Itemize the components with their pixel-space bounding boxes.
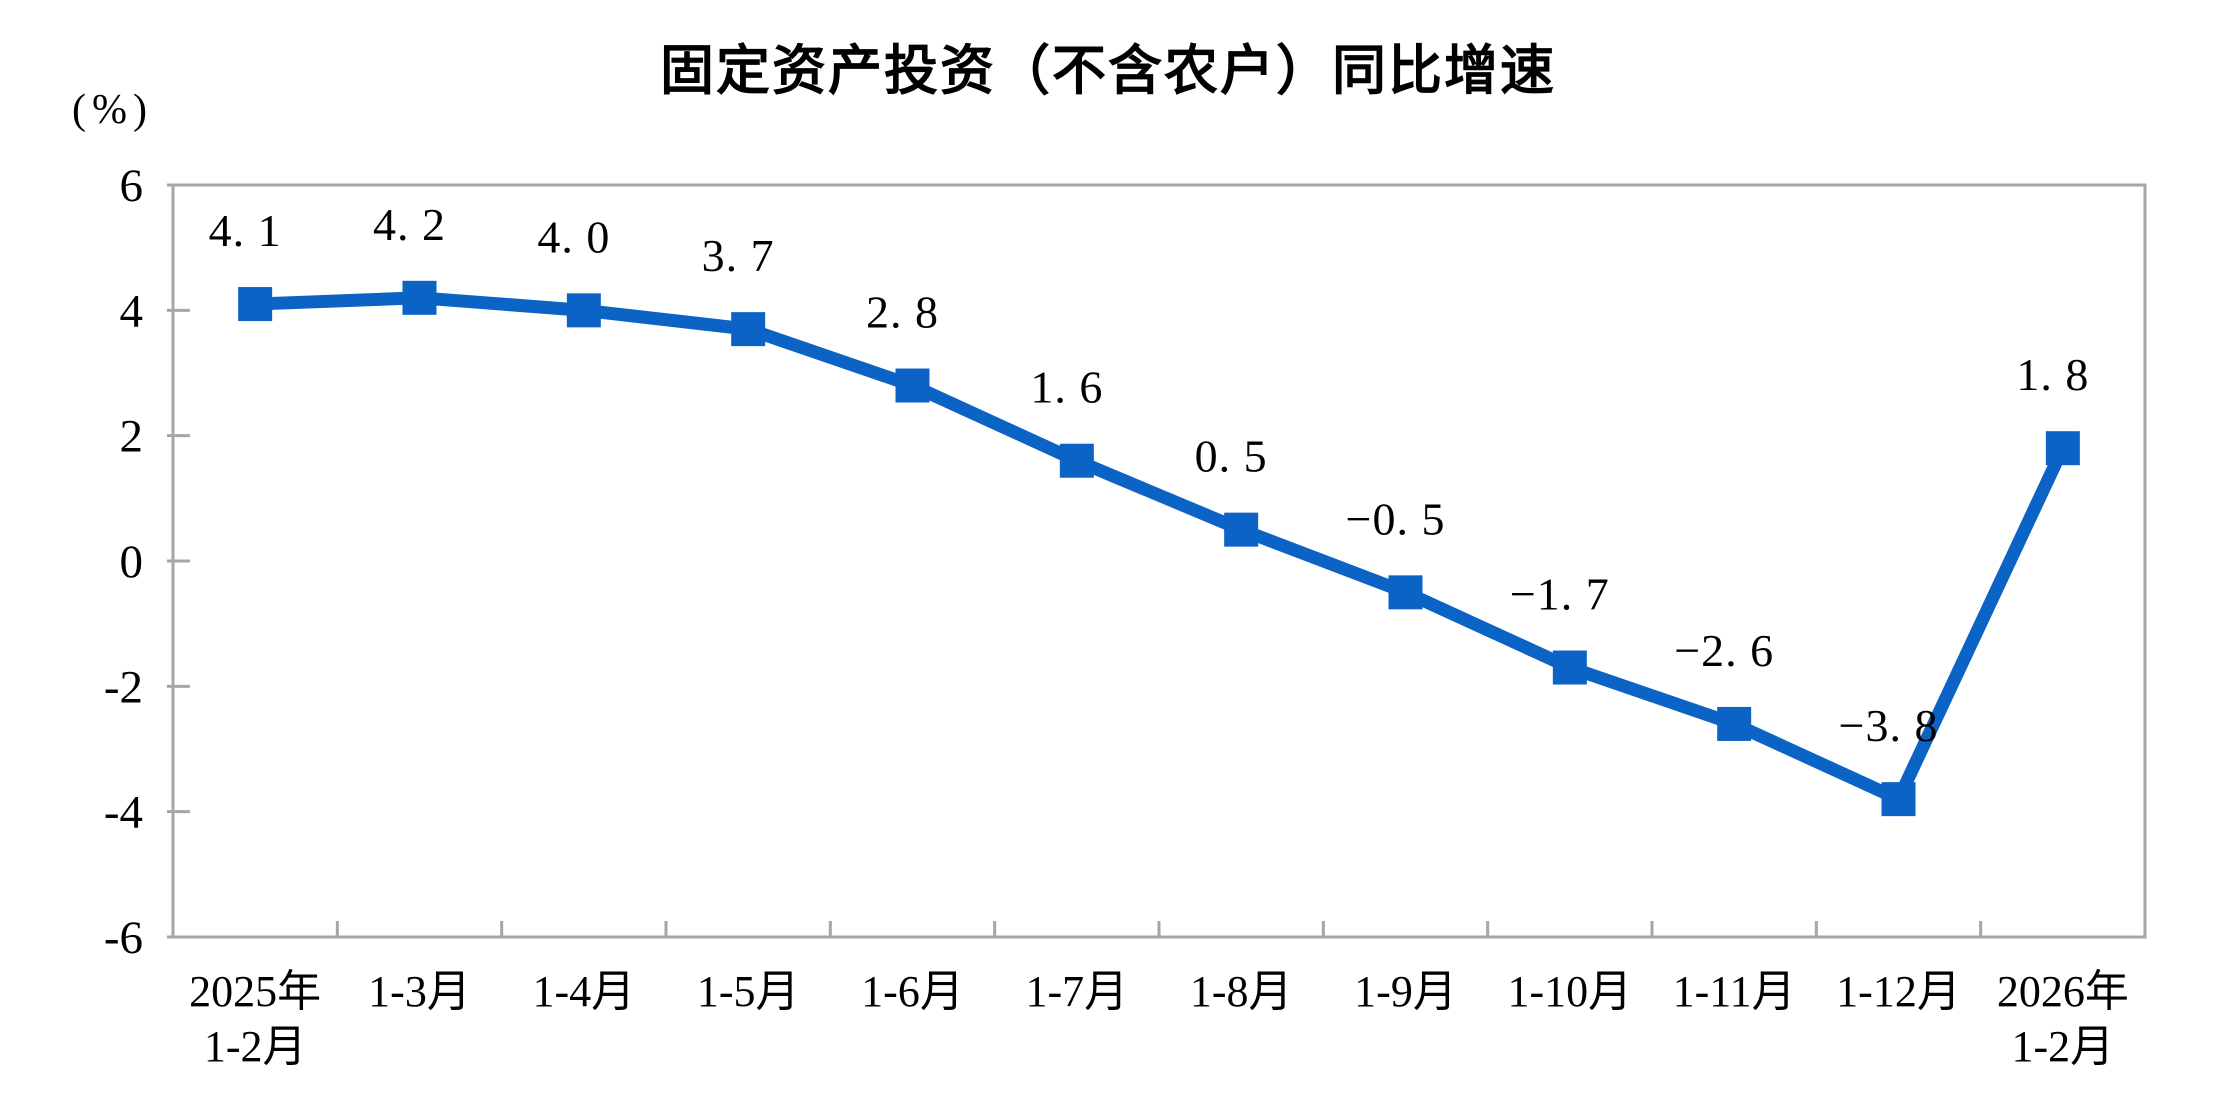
- x-axis-category-label: 1-11月: [1673, 967, 1796, 1016]
- data-point-label: 4. 0: [537, 211, 610, 262]
- y-axis-unit-label: (%): [72, 87, 153, 133]
- data-line: [254, 291, 2069, 806]
- data-point-marker: [1059, 443, 1094, 478]
- chart-title: 固定资产投资（不含农户）同比增速: [660, 41, 1556, 101]
- data-point-label: 4. 1: [209, 205, 282, 256]
- x-axis-category-label: 1-2月: [2012, 1022, 2115, 1071]
- y-axis-tick-label: 4: [120, 285, 144, 337]
- data-point-marker: [1388, 575, 1423, 610]
- x-axis-category-label: 1-5月: [697, 967, 800, 1016]
- y-axis-tick-label: 0: [120, 536, 144, 588]
- data-point-label: 3. 7: [702, 230, 775, 281]
- data-point-marker: [895, 368, 930, 403]
- data-point-marker: [238, 287, 273, 322]
- x-axis-category-label: 1-4月: [533, 967, 636, 1016]
- data-point-label: 0. 5: [1195, 431, 1268, 482]
- x-axis-category-label: 2025年: [189, 967, 321, 1016]
- data-point-marker: [402, 280, 437, 315]
- data-point-label: 4. 2: [373, 199, 446, 250]
- data-point-marker: [731, 312, 766, 347]
- y-axis-tick-label: -4: [104, 787, 143, 839]
- data-point-marker: [2045, 431, 2080, 466]
- x-axis-category-label: 2026年: [1997, 967, 2129, 1016]
- data-point-marker: [1881, 782, 1916, 817]
- data-point-label: −2. 6: [1674, 625, 1774, 676]
- data-point-marker: [566, 293, 601, 328]
- x-axis-category-label: 1-8月: [1190, 967, 1293, 1016]
- y-axis-tick-label: 6: [120, 160, 144, 212]
- x-axis-category-label: 1-9月: [1354, 967, 1457, 1016]
- x-axis-category-label: 1-2月: [204, 1022, 307, 1071]
- y-axis-tick-label: -2: [104, 661, 143, 713]
- x-axis-category-label: 1-3月: [368, 967, 471, 1016]
- y-axis-tick-label: 2: [120, 411, 144, 463]
- data-point-marker: [1552, 650, 1587, 685]
- data-point-label: −3. 8: [1839, 700, 1939, 751]
- x-axis-category-label: 1-6月: [861, 967, 964, 1016]
- x-axis-category-label: 1-12月: [1836, 967, 1961, 1016]
- data-point-marker: [1717, 706, 1752, 741]
- data-point-label: 1. 8: [2016, 349, 2089, 400]
- data-point-label: 1. 6: [1030, 362, 1103, 413]
- x-axis-category-label: 1-7月: [1026, 967, 1129, 1016]
- data-point-marker: [1224, 512, 1259, 547]
- y-axis-tick-label: -6: [104, 912, 143, 964]
- x-axis-category-label: 1-10月: [1508, 967, 1633, 1016]
- data-point-label: 2. 8: [866, 287, 939, 338]
- data-point-label: −0. 5: [1346, 493, 1446, 544]
- data-point-label: −1. 7: [1510, 569, 1610, 620]
